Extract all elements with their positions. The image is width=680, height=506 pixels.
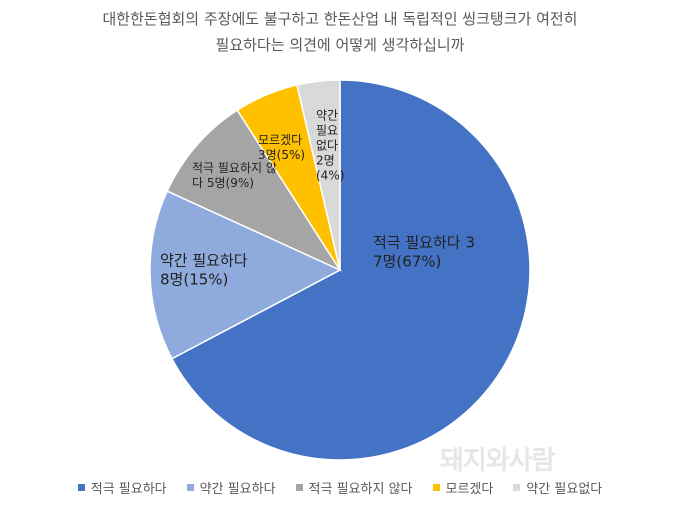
pie-slice [149,190,342,360]
legend-label: 적극 필요하지 않다 [308,482,413,497]
data-label-value: 5명(9%) [206,176,254,190]
data-label-value: 3명(5%) [258,148,306,162]
legend-swatch [186,484,194,491]
data-label-category: 적극 필요하다 [373,233,461,252]
data-label-value: 37명(67%) [373,233,475,270]
legend-swatch [295,484,303,491]
legend-swatch [513,484,521,491]
watermark: 돼지와사람 [440,446,556,476]
legend-item: 모르겠다 [432,478,494,497]
legend-item: 약간 필요없다 [513,478,602,497]
legend-label: 약간 필요없다 [526,482,603,497]
data-label-value: 8명(15%) [160,270,229,288]
data-label-value: 2명(4%) [316,153,345,183]
legend-swatch [77,484,85,491]
data-label: 모르겠다 3명(5%) [258,133,308,163]
data-label-category: 적극 필요하지 않다 [192,161,277,190]
legend-item: 적극 필요하지 않다 [295,478,413,497]
data-label: 약간 필요하다 8명(15%) [160,251,250,289]
legend-label: 모르겠다 [445,482,494,497]
pie-slice [296,79,341,271]
chart-title: 대한한돈협회의 주장에도 불구하고 한돈산업 내 독립적인 씽크탱크가 여전히 [102,10,578,28]
data-label-category: 약간 필요하다 [160,251,248,270]
data-label: 약간 필요없다 2명(4%) [316,109,346,184]
pie-slice [166,109,343,272]
legend-label: 적극 필요하다 [90,482,167,497]
data-label-category: 약간 필요없다 [316,108,339,153]
data-label: 적극 필요하다 37명(67%) [373,233,483,271]
chart-title: 필요하다는 의견에 어떻게 생각하십니까 [215,36,465,54]
data-label-category: 모르겠다 [258,133,303,147]
legend-item: 약간 필요하다 [186,478,276,497]
pie-slice [170,79,531,461]
legend-swatch [432,484,440,491]
legend-label: 약간 필요하다 [199,482,276,497]
legend-item: 적극 필요하다 [77,478,167,497]
data-label: 적극 필요하지 않다 5명(9%) [192,161,284,191]
legend: 적극 필요하다 약간 필요하다 적극 필요하지 않다 모르겠다 약간 필요없다 [0,478,680,497]
